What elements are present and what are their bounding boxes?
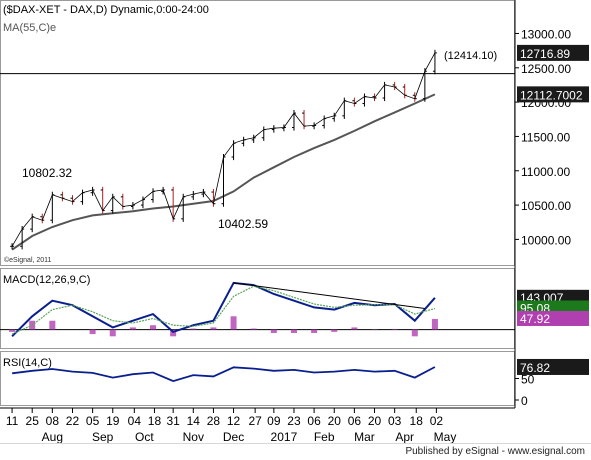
macd-histogram-bar [231, 316, 237, 329]
ma-value-box: 12112.7002 [520, 88, 583, 102]
macd-histogram-bar [432, 319, 438, 330]
x-day-label: 25 [26, 414, 40, 428]
x-month-label: Aug [42, 430, 63, 443]
rsi-panel-frame [1, 352, 515, 406]
price-panel-title: ($DAX-XET - DAX,D) Dynamic,0:00-24:00 [3, 4, 209, 16]
macd-histogram-bar [291, 330, 297, 333]
last-price-box: 12716.89 [520, 47, 570, 61]
x-day-label: 02 [430, 414, 444, 428]
x-day-label: 22 [66, 414, 80, 428]
x-day-label: 09 [267, 414, 281, 428]
publisher-credit: Published by eSignal - www.esignal.com [405, 446, 585, 457]
macd-histogram-bar [412, 330, 418, 337]
rsi-panel-title: RSI(14,C) [3, 357, 52, 369]
x-month-label: Sep [92, 430, 114, 443]
x-day-label: 23 [287, 414, 301, 428]
macd-histogram-bar [9, 330, 15, 332]
x-day-label: 18 [148, 414, 162, 428]
macd-histogram-bar [331, 330, 337, 332]
x-month-label: Dec [223, 430, 244, 443]
macd-histogram-bar [392, 329, 398, 330]
x-day-label: 08 [46, 414, 60, 428]
macd-histogram-bar [190, 329, 196, 330]
macd-histogram-bar [271, 330, 277, 333]
macd-histogram-bar [150, 325, 156, 329]
x-day-label: 12 [227, 414, 241, 428]
x-month-label: Apr [395, 430, 414, 443]
rsi-value-box: 76.82 [520, 361, 550, 375]
x-day-label: 20 [328, 414, 342, 428]
price-tick-label: 12500.00 [521, 62, 571, 76]
macd-histogram-bar [49, 321, 55, 330]
x-day-label: 27 [248, 414, 262, 428]
horizontal-line-label: (12414.10) [444, 50, 497, 62]
x-day-label: 28 [207, 414, 221, 428]
x-day-label: 06 [307, 414, 321, 428]
x-day-label: 05 [86, 414, 100, 428]
x-month-label: May [434, 430, 457, 443]
macd-histogram-bar [210, 327, 216, 329]
x-day-label: 14 [187, 414, 201, 428]
price-tick-label: 13000.00 [521, 27, 571, 41]
chart-canvas: 10000.0010500.0011000.0011500.0012000.00… [0, 0, 591, 443]
macd-value-box: 47.92 [520, 312, 550, 326]
x-day-label: 06 [348, 414, 362, 428]
x-day-label: 04 [128, 414, 142, 428]
price-tick-label: 11500.00 [521, 130, 570, 144]
macd-histogram-bar [351, 327, 357, 329]
x-day-label: 11 [6, 414, 19, 428]
x-day-label: 20 [368, 414, 382, 428]
x-day-label: 03 [388, 414, 402, 428]
x-month-label: 2017 [271, 430, 298, 443]
price-tick-label: 10500.00 [521, 199, 571, 213]
macd-histogram-bar [90, 330, 96, 334]
x-month-label: Feb [314, 430, 335, 443]
x-month-label: Oct [135, 430, 154, 443]
macd-histogram-bar [130, 327, 136, 329]
watermark: ©eSignal, 2011 [4, 256, 52, 264]
x-day-label: 18 [410, 414, 424, 428]
x-month-label: Nov [183, 430, 204, 443]
price-tick-label: 11000.00 [521, 165, 570, 179]
macd-panel-title: MACD(12,26,9,C) [3, 274, 90, 286]
footer: Published by eSignal - www.esignal.com [0, 443, 591, 460]
macd-histogram-bar [311, 330, 317, 333]
annotation-high: 10802.32 [22, 166, 72, 180]
rsi-tick-label: 0 [521, 394, 528, 408]
macd-histogram-bar [110, 330, 116, 337]
macd-histogram-bar [251, 329, 257, 330]
annotation-low: 10402.59 [218, 217, 268, 231]
x-month-label: Mar [354, 430, 375, 443]
ma-legend: MA(55,C)e [3, 22, 56, 34]
price-tick-label: 10000.00 [521, 233, 571, 247]
x-day-label: 19 [106, 414, 120, 428]
x-day-label: 31 [166, 414, 180, 428]
